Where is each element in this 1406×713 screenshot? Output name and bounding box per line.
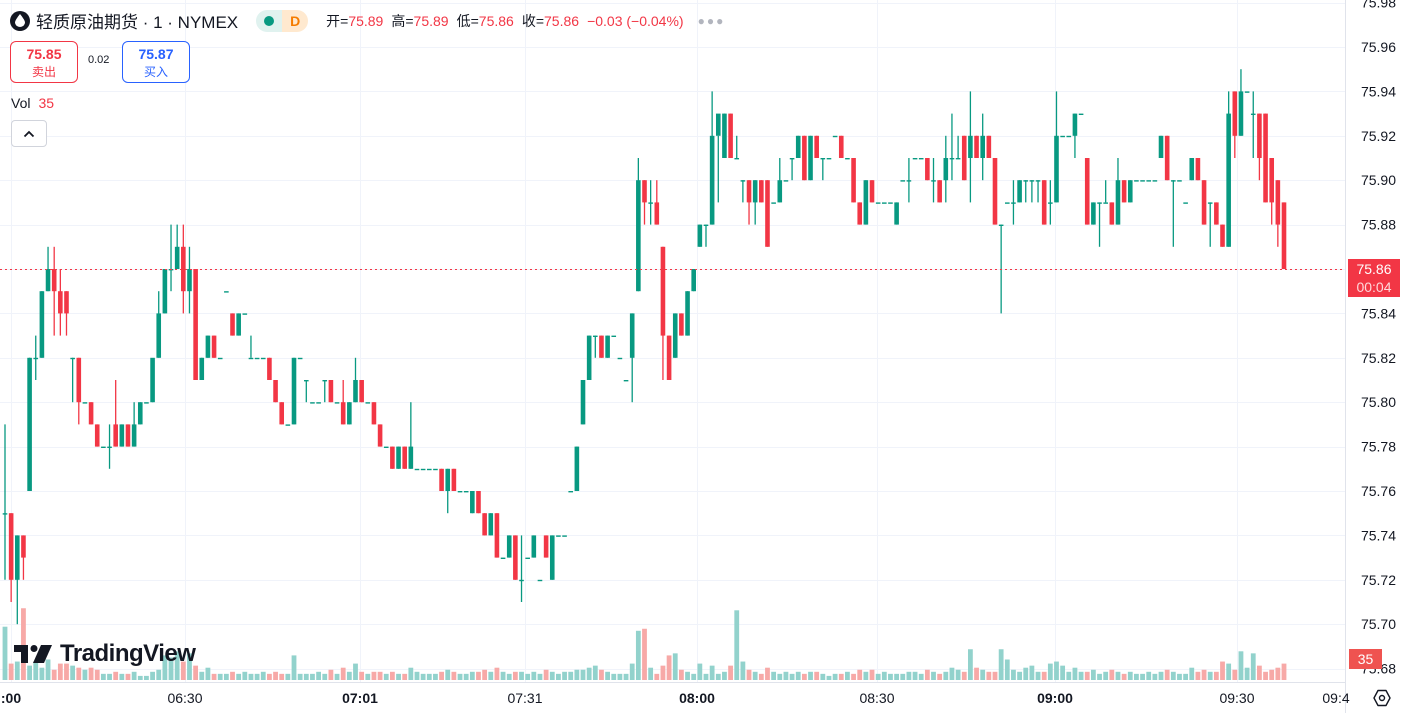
chevron-up-icon [23, 130, 35, 137]
last-price-value: 75.86 [1356, 261, 1392, 277]
last-price-tag: 75.86 00:04 [1348, 259, 1400, 297]
close-label: 收= [521, 12, 545, 29]
price-tick-label: 75.82 [1361, 350, 1396, 366]
volume-bars [2, 608, 1287, 680]
oil-drop-icon [10, 10, 30, 31]
price-tick-label: 75.70 [1361, 616, 1396, 632]
time-tick-label: 09:4 [1322, 690, 1349, 706]
price-tick-label: 75.98 [1361, 0, 1396, 11]
time-tick-label: 07:31 [507, 690, 542, 706]
price-tick-label: 75.74 [1361, 527, 1396, 543]
chart-legend: 轻质原油期货 · 1 · NYMEX D 开=75.89 高=75.89 低=7… [10, 8, 725, 33]
bar-countdown: 00:04 [1356, 279, 1392, 295]
low-value: 75.86 [478, 12, 514, 29]
volume-label: Vol [11, 95, 31, 111]
tradingview-logo-text: TradingView [60, 640, 196, 667]
buy-price: 75.87 [138, 46, 174, 62]
spread-value: 0.02 [88, 54, 110, 66]
price-tick-label: 75.72 [1361, 572, 1396, 588]
ohlc-values: 开=75.89 高=75.89 低=75.86 收=75.86 −0.03 (−… [326, 11, 683, 31]
price-tick-label: 75.84 [1361, 305, 1396, 321]
symbol-title[interactable]: 轻质原油期货 · 1 · NYMEX [36, 13, 239, 32]
time-axis-labels[interactable]: :00 06:30 07:01 07:31 08:00 08:30 09:00 09:30 09… [1, 690, 1350, 706]
buy-button[interactable]: 75.87 买入 [122, 41, 190, 83]
sell-button[interactable]: 75.85 卖出 [10, 41, 78, 83]
change-value: −0.03 (−0.04%) [587, 12, 684, 29]
price-tick-label: 75.80 [1361, 394, 1396, 410]
price-tick-label: 75.76 [1361, 483, 1396, 499]
time-tick-label: 07:01 [342, 690, 378, 706]
tradingview-logo[interactable]: TradingView [14, 640, 196, 668]
price-tick-label: 75.92 [1361, 128, 1396, 144]
candlesticks [2, 69, 1287, 625]
volume-legend: Vol 35 [11, 95, 54, 111]
price-axis-labels[interactable]: 75.9875.9675.9475.9275.9075.8875.8675.84… [1361, 0, 1396, 677]
time-tick-label: 08:30 [859, 690, 894, 706]
close-value: 75.86 [544, 12, 580, 29]
chart-settings-icon[interactable] [1372, 688, 1392, 708]
market-open-dot-icon [264, 15, 275, 26]
collapse-legend-button[interactable] [11, 120, 47, 147]
open-value: 75.89 [348, 12, 384, 29]
buy-label: 买入 [143, 65, 168, 79]
sell-price: 75.85 [26, 46, 62, 62]
delayed-badge: D [282, 9, 309, 32]
price-tick-label: 75.88 [1361, 217, 1396, 233]
price-tick-label: 75.78 [1361, 439, 1396, 455]
low-label: 低= [456, 12, 479, 29]
market-status-pill[interactable]: D [256, 9, 309, 32]
time-tick-label: 09:00 [1037, 690, 1073, 706]
more-dots-icon[interactable]: ●●● [697, 13, 726, 28]
time-tick-label: :00 [1, 690, 21, 706]
high-value: 75.89 [413, 12, 449, 29]
price-tick-label: 75.96 [1361, 39, 1396, 55]
time-tick-label: 06:30 [167, 690, 202, 706]
time-tick-label: 09:30 [1219, 690, 1254, 706]
open-label: 开= [326, 12, 349, 29]
grid-lines [0, 0, 1345, 682]
tradingview-logo-icon [14, 645, 52, 663]
volume-value: 35 [38, 95, 55, 111]
price-tick-label: 75.94 [1361, 83, 1396, 99]
high-label: 高= [391, 12, 414, 29]
time-tick-label: 08:00 [679, 690, 715, 706]
volume-price-tag: 35 [1349, 649, 1382, 669]
price-tick-label: 75.90 [1361, 172, 1396, 188]
sell-label: 卖出 [31, 65, 56, 79]
